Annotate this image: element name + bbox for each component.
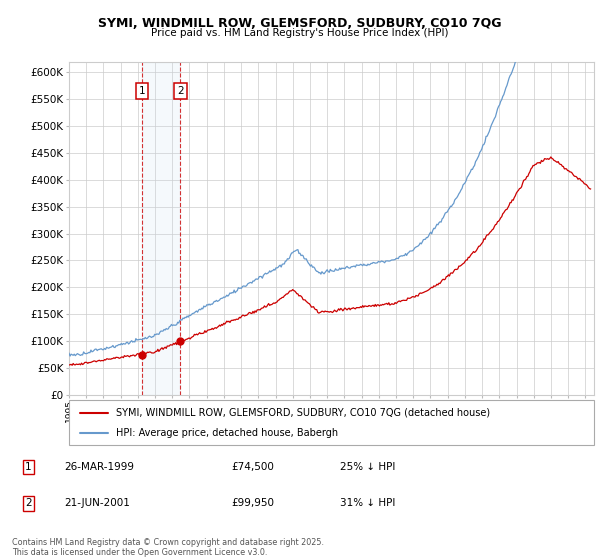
Text: 25% ↓ HPI: 25% ↓ HPI [340,462,395,472]
Text: Contains HM Land Registry data © Crown copyright and database right 2025.
This d: Contains HM Land Registry data © Crown c… [12,538,324,557]
Text: HPI: Average price, detached house, Babergh: HPI: Average price, detached house, Babe… [116,428,338,438]
Text: £74,500: £74,500 [231,462,274,472]
Text: Price paid vs. HM Land Registry's House Price Index (HPI): Price paid vs. HM Land Registry's House … [151,28,449,38]
Text: 31% ↓ HPI: 31% ↓ HPI [340,498,395,508]
Bar [142,62,181,395]
Text: SYMI, WINDMILL ROW, GLEMSFORD, SUDBURY, CO10 7QG: SYMI, WINDMILL ROW, GLEMSFORD, SUDBURY, … [98,17,502,30]
Text: 1: 1 [25,462,31,472]
Text: 2: 2 [177,86,184,96]
Text: 2: 2 [25,498,31,508]
Text: 1: 1 [139,86,145,96]
Text: 21-JUN-2001: 21-JUN-2001 [64,498,130,508]
Text: 26-MAR-1999: 26-MAR-1999 [64,462,134,472]
Text: SYMI, WINDMILL ROW, GLEMSFORD, SUDBURY, CO10 7QG (detached house): SYMI, WINDMILL ROW, GLEMSFORD, SUDBURY, … [116,408,490,418]
Text: £99,950: £99,950 [231,498,274,508]
